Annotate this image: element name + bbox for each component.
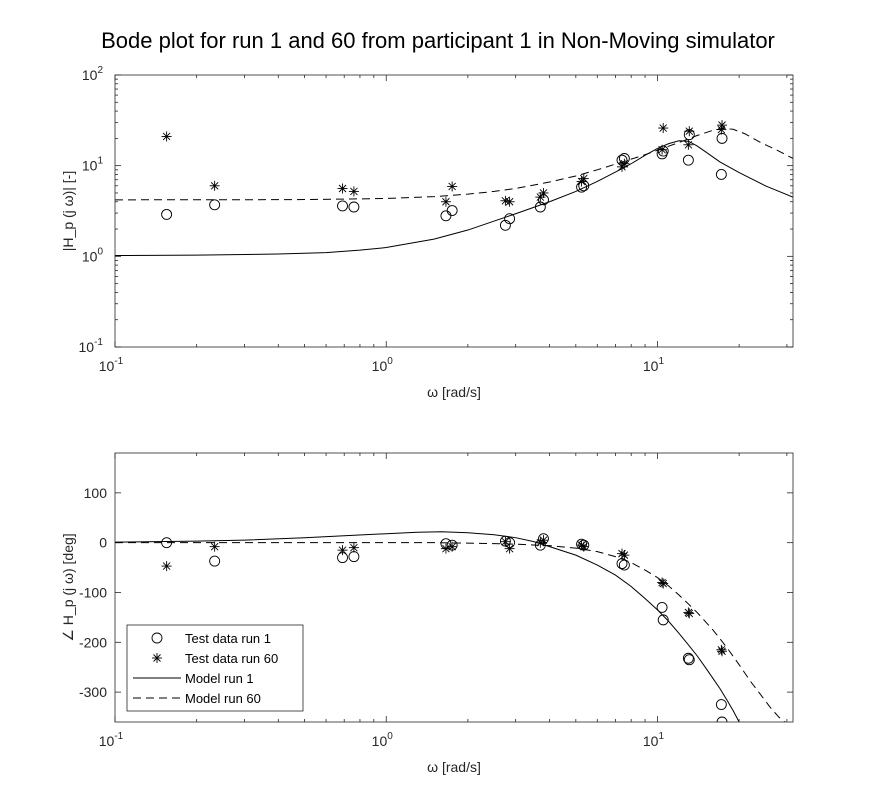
magnitude-series-test-data-run-1-point bbox=[209, 199, 221, 211]
magnitude-series-test-data-run-1-point bbox=[348, 201, 360, 213]
phase-series-test-data-run-1-point bbox=[656, 601, 668, 613]
legend-test-data-run-1-swatch bbox=[151, 632, 163, 644]
magnitude-series-test-data-run-60-point bbox=[447, 181, 458, 192]
phase-series-test-data-run-1-point bbox=[683, 654, 695, 666]
phase-series-test-data-run-60-point bbox=[440, 543, 451, 554]
legend-box bbox=[126, 624, 304, 712]
magnitude-axes-background bbox=[115, 75, 793, 347]
phase-series-test-data-run-60-point bbox=[348, 542, 359, 553]
legend-test-data-run-60-label: Test data run 60 bbox=[185, 651, 278, 666]
phase-legend: Test data run 1 Test data run 60 Model run… bbox=[126, 624, 304, 712]
magnitude-series-test-data-run-60-point bbox=[658, 123, 669, 134]
legend-test-data-run-1-label: Test data run 1 bbox=[185, 631, 271, 646]
magnitude-series-test-data-run-1-point bbox=[716, 132, 728, 144]
phase-plot-area bbox=[115, 531, 786, 722]
phase-series-test-data-run-60-point bbox=[504, 543, 515, 554]
phase-series-test-data-run-60-point bbox=[500, 536, 511, 547]
magnitude-y-axis-label: |H_p (j ω)| [-] bbox=[60, 171, 76, 251]
magnitude-series-test-data-run-60-point bbox=[578, 173, 589, 184]
figure-title: Bode plot for run 1 and 60 from particip… bbox=[101, 28, 775, 53]
phase-series-model-run-1-line bbox=[115, 531, 740, 722]
legend-test-data-run-60-swatch bbox=[152, 653, 162, 663]
magnitude-x-tick-label: 101 bbox=[643, 356, 665, 374]
phase-series-test-data-run-1-point bbox=[657, 614, 669, 626]
magnitude-series-test-data-run-60-point bbox=[504, 196, 515, 207]
phase-series-test-data-run-1-point bbox=[682, 652, 694, 664]
phase-series-test-data-run-60-point bbox=[578, 541, 589, 552]
magnitude-series-test-data-run-60-point bbox=[337, 183, 348, 194]
magnitude-x-tick-label: 100 bbox=[372, 356, 394, 374]
phase-y-tick-label: 0 bbox=[99, 535, 107, 551]
phase-y-tick-label: -300 bbox=[79, 684, 107, 700]
magnitude-plot-area bbox=[115, 120, 793, 257]
phase-series-test-data-run-1-point bbox=[209, 555, 221, 567]
magnitude-axes-frame bbox=[114, 74, 794, 348]
legend-model-run-60-label: Model run 60 bbox=[185, 691, 261, 706]
magnitude-series-test-data-run-1-point bbox=[715, 168, 727, 180]
phase-series-test-data-run-60-point bbox=[716, 644, 727, 655]
phase-x-tick-label: 100 bbox=[372, 731, 394, 749]
phase-x-axis-label: ω [rad/s] bbox=[427, 759, 481, 775]
magnitude-x-axis-label: ω [rad/s] bbox=[427, 384, 481, 400]
magnitude-series-test-data-run-60-point bbox=[348, 186, 359, 197]
magnitude-series-test-data-run-60-point bbox=[209, 180, 220, 191]
phase-series-test-data-run-60-point bbox=[447, 541, 458, 552]
magnitude-series-test-data-run-60-point bbox=[440, 196, 451, 207]
phase-series-test-data-run-60-point bbox=[538, 535, 549, 546]
magnitude-y-tick-label: 101 bbox=[82, 156, 104, 174]
phase-axes-frame bbox=[114, 452, 794, 723]
phase-series-test-data-run-60-point bbox=[684, 608, 695, 619]
phase-series-test-data-run-60-point bbox=[161, 561, 172, 572]
phase-series-test-data-run-60-point bbox=[337, 545, 348, 556]
phase-series-test-data-run-60-point bbox=[717, 646, 728, 657]
magnitude-series-test-data-run-60-point bbox=[538, 187, 549, 198]
phase-series-model-run-60-line bbox=[115, 542, 786, 722]
phase-x-tick-label: 10-1 bbox=[99, 731, 124, 749]
magnitude-series-test-data-run-60-point bbox=[684, 126, 695, 137]
magnitude-series-test-data-run-1-point bbox=[446, 205, 458, 216]
phase-plot: 10-1 100 101 100 0 -100 -200 -300 ω [rad/s] ∠ H_p… bbox=[60, 452, 794, 775]
magnitude-x-tick-label: 10-1 bbox=[99, 356, 124, 374]
phase-series-test-data-run-1-point bbox=[715, 699, 727, 711]
phase-x-tick-label: 101 bbox=[643, 731, 665, 749]
magnitude-series-model-run-60-line bbox=[115, 127, 793, 201]
legend-model-run-1-label: Model run 1 bbox=[185, 671, 254, 686]
magnitude-y-tick-label: 10-1 bbox=[79, 337, 104, 355]
phase-y-tick-label: 100 bbox=[84, 485, 108, 501]
magnitude-series-test-data-run-1-point bbox=[337, 200, 348, 212]
phase-y-tick-label: -100 bbox=[79, 584, 107, 600]
magnitude-y-tick-label: 100 bbox=[82, 246, 104, 264]
phase-series-test-data-run-1-point bbox=[716, 716, 728, 722]
phase-series-test-data-run-60-point bbox=[658, 578, 669, 589]
magnitude-series-test-data-run-1-point bbox=[504, 213, 516, 225]
magnitude-series-test-data-run-1-point bbox=[499, 219, 511, 231]
magnitude-series-test-data-run-60-point bbox=[161, 131, 172, 142]
magnitude-series-test-data-run-1-point bbox=[682, 154, 694, 166]
magnitude-series-model-run-1-line bbox=[115, 140, 793, 257]
magnitude-series-test-data-run-1-point bbox=[161, 208, 173, 220]
magnitude-y-tick-label: 102 bbox=[82, 65, 104, 83]
magnitude-plot: 10-1 100 101 10-1 100 101 102 ω [rad/s] |H_p (j … bbox=[60, 65, 794, 400]
phase-series-test-data-run-60-point bbox=[619, 550, 630, 561]
phase-series-test-data-run-60-point bbox=[209, 541, 220, 552]
phase-y-axis-label: ∠ H_p (j ω) [deg] bbox=[60, 533, 76, 641]
phase-y-tick-label: -200 bbox=[79, 634, 107, 650]
